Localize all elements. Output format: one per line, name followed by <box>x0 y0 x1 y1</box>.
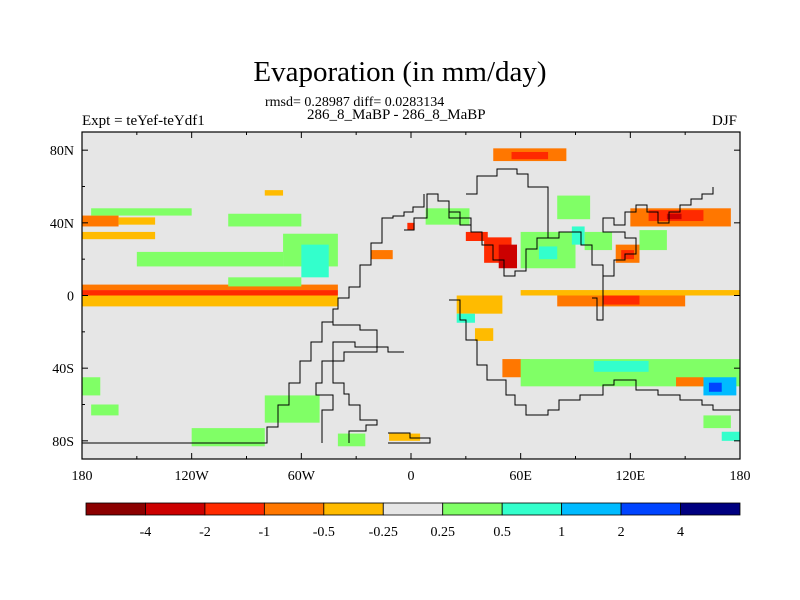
colorbar-label: -1 <box>259 525 271 540</box>
arabia-coastline <box>448 212 472 226</box>
colorbar-swatch <box>680 502 741 516</box>
anomaly-patch <box>571 226 585 245</box>
africa-coastline <box>404 168 549 277</box>
chart-subtitle: 286_8_MaBP - 286_8_MaBP <box>307 107 486 123</box>
anomaly-patch <box>82 215 119 227</box>
colorbar-label: -0.25 <box>369 525 398 540</box>
y-tick-label: 0 <box>67 290 74 305</box>
colorbar-swatch <box>501 502 563 516</box>
x-tick-label: 60W <box>288 469 316 484</box>
anomaly-patch <box>82 377 101 396</box>
x-tick-label: 120W <box>175 469 210 484</box>
y-tick-label: 40N <box>50 217 74 232</box>
colorbar: -4 -2 -1 -0.5 -0.25 0.25 0.5 1 2 4 <box>85 502 741 540</box>
anomaly-patch <box>264 190 284 196</box>
anomaly-patch <box>91 208 192 216</box>
colorbar-swatch <box>442 502 503 516</box>
stats-label: rmsd= 0.28987 diff= 0.0283134 <box>265 95 445 110</box>
america-coastline <box>82 194 425 444</box>
colorbar-label: 2 <box>618 525 625 540</box>
x-tick-label: 60E <box>509 469 532 484</box>
colorbar-label: 0.5 <box>493 525 511 540</box>
anomaly-layer <box>82 148 740 447</box>
anomaly-patch <box>228 213 302 227</box>
colorbar-label: 1 <box>558 525 565 540</box>
anomaly-patch <box>370 250 393 260</box>
anomaly-patch <box>676 377 704 387</box>
india-coastline <box>592 264 604 321</box>
colorbar-swatch <box>382 502 444 516</box>
anomaly-patch <box>136 251 284 267</box>
continent-outlines <box>82 168 740 444</box>
anomaly-patch <box>602 295 640 305</box>
colorbar-swatch <box>263 502 325 516</box>
anomaly-patch <box>118 217 156 225</box>
y-tick-label: 80S <box>52 435 74 450</box>
colorbar-swatch <box>323 502 384 516</box>
antarctic-coastline <box>388 432 431 444</box>
anomaly-patch <box>456 313 475 323</box>
anomaly-patch <box>520 290 740 296</box>
x-tick-label: 120E <box>616 469 646 484</box>
colorbar-swatch <box>204 502 265 516</box>
anomaly-patch <box>538 246 558 260</box>
anomaly-patch <box>703 415 731 429</box>
y-tick-label: 40S <box>52 362 74 377</box>
anomaly-patch <box>639 230 667 251</box>
colorbar-label: 4 <box>677 525 684 540</box>
south-america-coastline <box>332 309 378 443</box>
southern-coastline <box>449 299 740 416</box>
anomaly-patch <box>389 433 421 441</box>
anomaly-patch <box>708 382 722 392</box>
anomaly-patch <box>407 222 415 231</box>
colorbar-swatch <box>85 502 146 516</box>
anomaly-patch <box>465 231 488 241</box>
anomaly-patch <box>264 395 320 423</box>
chart-title: Evaporation (in mm/day) <box>253 56 547 88</box>
x-tick-label: 180 <box>72 469 93 484</box>
x-tick-label: 0 <box>408 469 415 484</box>
anomaly-patch <box>82 290 338 296</box>
colorbar-swatch <box>620 502 681 516</box>
anomaly-patch <box>82 231 156 240</box>
axis-layer: 180 120W 60W 0 60E 120E 180 80N 40N 0 40S 80S <box>50 132 751 484</box>
anomaly-patch <box>621 250 634 260</box>
anomaly-patch <box>301 244 329 278</box>
anomaly-patch <box>511 151 549 160</box>
anomaly-patch <box>584 231 613 251</box>
anomaly-patch <box>721 431 740 441</box>
anomaly-patch <box>498 244 518 269</box>
anomaly-patch <box>82 295 338 307</box>
x-tick-label: 180 <box>730 469 751 484</box>
anomaly-patch <box>593 360 649 372</box>
season-label: DJF <box>712 113 738 129</box>
anomaly-patch <box>666 213 682 220</box>
experiment-label: Expt = teYef-teYdf1 <box>82 113 205 129</box>
y-tick-label: 80N <box>50 144 74 159</box>
anomaly-patch <box>91 404 119 416</box>
anomaly-patch <box>425 208 470 225</box>
anomaly-patch <box>474 328 494 341</box>
anomaly-patch <box>456 295 503 314</box>
colorbar-swatch <box>561 502 622 516</box>
colorbar-swatch <box>145 502 206 516</box>
anomaly-patch <box>557 195 591 220</box>
anomaly-patch <box>82 284 338 291</box>
colorbar-label: 0.25 <box>430 525 455 540</box>
colorbar-label: -0.5 <box>313 525 335 540</box>
anomaly-patch <box>228 277 302 287</box>
colorbar-label: -4 <box>140 525 152 540</box>
anomaly-patch <box>337 433 366 447</box>
colorbar-label: -2 <box>199 525 211 540</box>
anomaly-patch <box>191 428 265 447</box>
